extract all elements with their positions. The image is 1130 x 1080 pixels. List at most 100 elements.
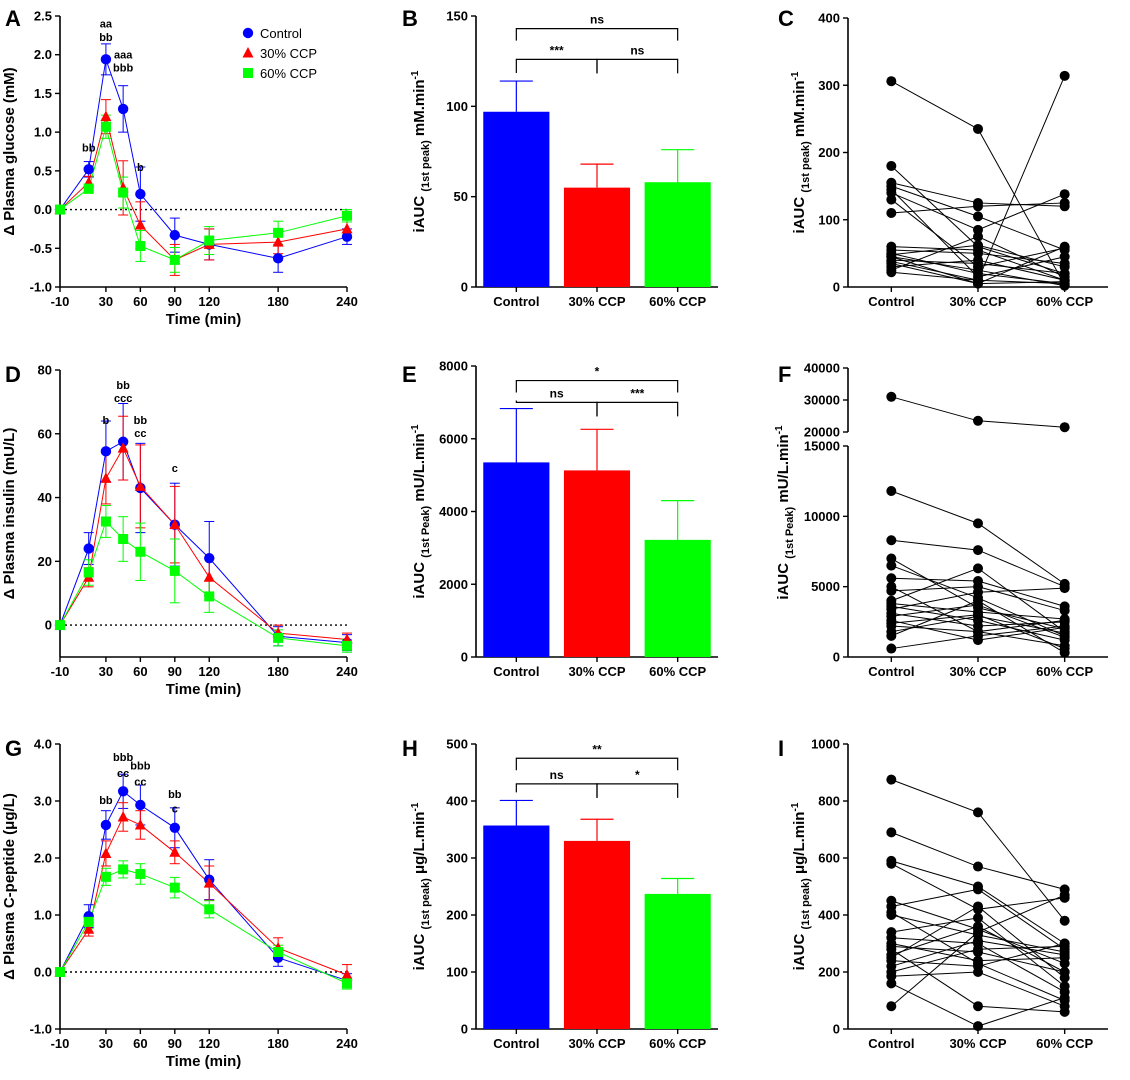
data-point: [117, 442, 129, 453]
y-axis-title-part-1: (1st peak): [800, 878, 812, 930]
bar: [563, 187, 631, 287]
data-point: [135, 188, 146, 200]
x-tick-label: 240: [336, 664, 358, 679]
legend-label: 60% CCP: [260, 66, 317, 81]
significance-annotation: cc: [117, 768, 129, 780]
x-tick-label: 30% CCP: [949, 1036, 1006, 1051]
subject-point: [886, 391, 897, 402]
data-point: [204, 235, 215, 246]
y-tick-label: 100: [818, 212, 840, 227]
subject-point: [1059, 915, 1070, 926]
series-markers-60-ccp: [55, 516, 352, 651]
subject-point: [973, 201, 983, 212]
significance-annotation: b: [137, 162, 144, 174]
y-axis-title-part-0: iAUC: [775, 559, 792, 600]
y-tick-label: 8000: [439, 359, 468, 374]
subject-point: [1059, 621, 1070, 632]
panel-letter: I: [778, 736, 784, 761]
y-axis-title: iAUC (1st Peak) mU/L.min-1: [774, 425, 796, 600]
subject-point: [886, 585, 897, 596]
subject-line: [891, 779, 1066, 922]
y-tick-label: 6000: [439, 431, 468, 446]
significance-annotation: bb: [99, 32, 113, 44]
y-tick-label: 400: [818, 908, 840, 923]
y-axis-title-part-2: μg/L.min: [791, 812, 808, 879]
data-point: [341, 231, 353, 242]
subject-point: [886, 827, 897, 838]
x-tick-label: 30% CCP: [949, 664, 1006, 679]
data-point: [204, 552, 215, 564]
x-tick-label: 30: [99, 294, 113, 309]
y-tick-label: 150: [446, 9, 468, 24]
panel-C: 0 100 200 300 400 Control 30% CCP 60% CCP iAUC (…: [778, 6, 1108, 309]
series-markers-control: [54, 786, 353, 986]
y-tick-label: 400: [446, 794, 468, 809]
subject-point: [886, 194, 897, 205]
panel-F: 20000 30000 40000 0 5000 10000 15000 Control 30%…: [774, 361, 1108, 679]
data-point: [117, 786, 129, 797]
significance-label: ns: [550, 386, 564, 400]
y-tick-label: 0: [461, 1022, 468, 1037]
significance-label: ns: [550, 768, 564, 782]
x-tick-label: 90: [168, 664, 182, 679]
data-point: [117, 810, 129, 822]
x-tick-label: 60% CCP: [649, 294, 706, 309]
significance-annotation: aaa: [114, 50, 133, 62]
significance-annotation: bb: [168, 789, 182, 801]
subject-point: [886, 573, 897, 584]
subject-point: [886, 160, 897, 171]
data-point: [100, 847, 112, 858]
subject-point: [886, 267, 897, 278]
y-tick-label: 15000: [804, 439, 840, 454]
subject-point: [886, 251, 897, 262]
x-tick-label: 180: [267, 664, 289, 679]
data-point: [83, 567, 94, 578]
subject-point: [1059, 992, 1070, 1003]
x-tick-label: 30: [99, 1036, 113, 1051]
y-tick-label: -0.5: [30, 241, 52, 256]
data-point: [83, 916, 94, 927]
data-point: [272, 253, 284, 264]
x-tick-label: 60% CCP: [1036, 294, 1093, 309]
y-tick-label: 0: [461, 280, 468, 295]
significance-bracket: [515, 783, 598, 798]
data-point: [203, 877, 215, 888]
x-tick-label: -10: [51, 664, 70, 679]
significance-annotation: bb: [116, 380, 130, 392]
bar: [644, 893, 711, 1029]
subject-point: [973, 595, 983, 606]
subject-point: [973, 935, 983, 946]
x-tick-label: 90: [168, 294, 182, 309]
x-tick-label: 120: [198, 294, 220, 309]
bar: [483, 825, 550, 1029]
bar: [563, 840, 631, 1029]
subject-point: [886, 486, 897, 497]
y-tick-label: 300: [818, 78, 840, 93]
bar: [483, 462, 550, 657]
y-tick-label: 100: [446, 99, 468, 114]
y-tick-label: 100: [446, 965, 468, 980]
bar: [483, 111, 550, 288]
subject-point: [1059, 640, 1070, 651]
y-tick-label: 20000: [804, 425, 840, 440]
subject-point: [1059, 941, 1070, 952]
subject-point: [973, 1021, 983, 1032]
x-tick-label: -10: [51, 294, 70, 309]
subject-point: [973, 630, 983, 641]
y-tick-label: 1.0: [34, 908, 52, 923]
subject-point: [973, 927, 983, 938]
y-axis-title-part-3: -1: [410, 70, 421, 79]
y-axis-title: iAUC (1st peak) mM.min-1: [790, 71, 812, 233]
data-point: [342, 640, 352, 651]
subject-point: [886, 858, 897, 869]
data-point: [204, 591, 215, 602]
data-point: [342, 210, 352, 221]
panel-letter: A: [5, 6, 21, 31]
subject-point: [1059, 972, 1070, 983]
y-tick-label: 1.5: [34, 86, 52, 101]
y-axis-title-part-3: -1: [790, 71, 801, 80]
y-axis-title: Δ Plasma glucose (mM): [1, 67, 18, 235]
panel-B: 0 50 100 150 Control 30% CCP 60% CCP ns *** ns iAU…: [402, 6, 718, 309]
data-point: [100, 110, 112, 122]
subject-point: [886, 553, 897, 564]
